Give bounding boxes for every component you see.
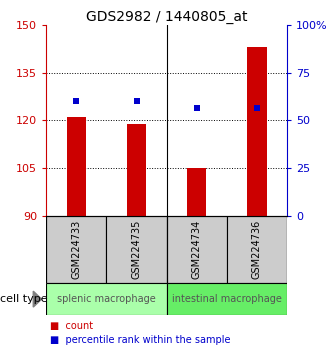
Bar — [46, 283, 167, 315]
Bar — [67, 117, 86, 216]
Text: GSM224736: GSM224736 — [252, 220, 262, 279]
Title: GDS2982 / 1440805_at: GDS2982 / 1440805_at — [86, 10, 248, 24]
Bar — [167, 283, 287, 315]
Bar — [46, 216, 106, 283]
Text: splenic macrophage: splenic macrophage — [57, 294, 156, 304]
Bar — [248, 47, 267, 216]
Text: GSM224733: GSM224733 — [71, 220, 81, 279]
Bar — [227, 216, 287, 283]
Text: ■  count: ■ count — [50, 321, 93, 331]
Bar — [167, 216, 227, 283]
Bar — [106, 216, 167, 283]
Bar — [187, 168, 206, 216]
Text: ■  percentile rank within the sample: ■ percentile rank within the sample — [50, 335, 230, 345]
Text: intestinal macrophage: intestinal macrophage — [172, 294, 282, 304]
Bar — [127, 124, 146, 216]
Text: GSM224735: GSM224735 — [132, 220, 142, 279]
Text: GSM224734: GSM224734 — [192, 220, 202, 279]
Polygon shape — [33, 291, 42, 307]
Text: cell type: cell type — [0, 294, 48, 304]
